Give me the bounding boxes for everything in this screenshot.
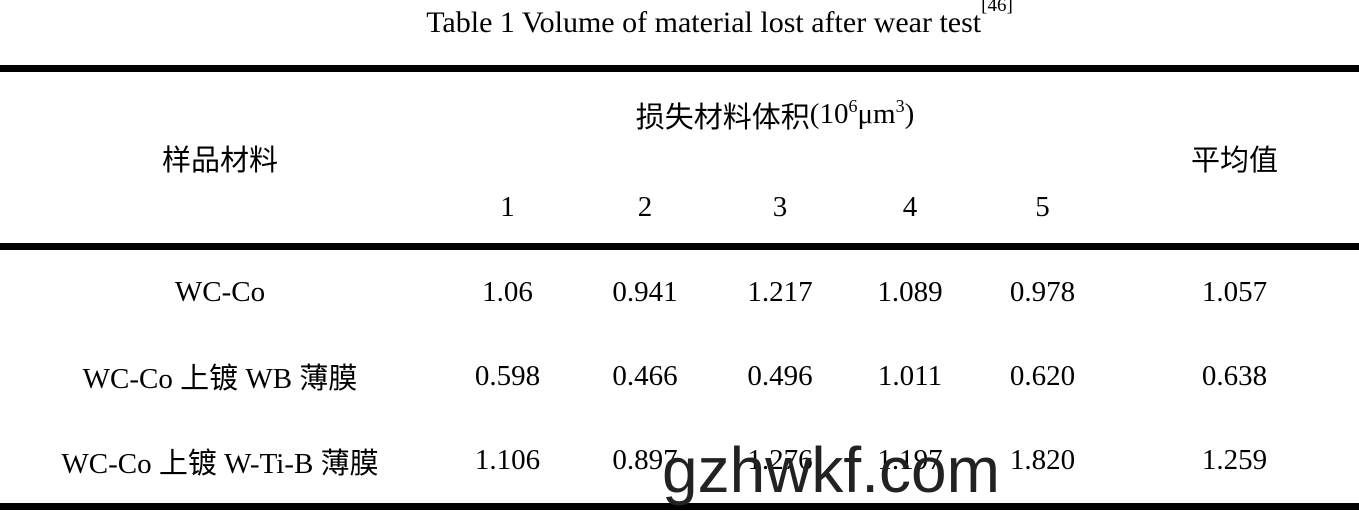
- table-caption: Table 1 Volume of material lost after we…: [40, 0, 1359, 40]
- table-value: 1.06: [482, 275, 533, 308]
- table-value: 0.941: [612, 275, 678, 308]
- row-sample-name: WC-Co 上镀 WB 薄膜: [82, 363, 358, 395]
- column-header-trial-2: 2: [637, 190, 653, 223]
- table-value: 0.598: [474, 359, 541, 392]
- table-value: 0.466: [612, 359, 678, 392]
- column-header-trial-4: 4: [902, 190, 918, 223]
- column-header-trial-5: 5: [1035, 190, 1050, 223]
- volume-label: 损失材料体积: [635, 101, 810, 134]
- table-value: 0.897: [612, 444, 678, 476]
- table-average-value: 0.638: [1201, 359, 1268, 392]
- table-caption-text: Table 1 Volume of material lost after we…: [426, 6, 982, 39]
- table-value: 1.276: [747, 444, 813, 476]
- table-value: 1.820: [1009, 444, 1076, 476]
- table-caption-reference: [46]: [981, 0, 1013, 16]
- table-value: 0.620: [1009, 359, 1076, 392]
- watermark: gzhwkf.com: [662, 434, 1000, 506]
- volume-unit-micrometer: μm: [857, 98, 896, 130]
- table-value: 1.089: [877, 275, 943, 308]
- table-average-value: 1.259: [1201, 444, 1268, 476]
- table-value: 0.496: [747, 359, 813, 392]
- table-average-value: 1.057: [1201, 275, 1268, 308]
- header-body-rule: [0, 243, 1359, 250]
- table-value: 1.011: [877, 359, 943, 392]
- table-value: 1.197: [877, 444, 943, 476]
- row-sample-name: WC-Co: [174, 275, 266, 308]
- column-header-trial-1: 1: [500, 190, 515, 223]
- column-header-average: 平均值: [1190, 144, 1278, 177]
- row-sample-name: WC-Co 上镀 W-Ti-B 薄膜: [61, 447, 379, 480]
- column-header-sample: 样品材料: [161, 144, 278, 177]
- volume-unit-close: ): [904, 98, 915, 130]
- wear-test-table: 样品材料 损失材料体积 (10 6 μm 3) 平均值 1 2 3 4 5 WC-C…: [0, 65, 1359, 510]
- table-value: 0.978: [1009, 275, 1076, 308]
- table-value: 1.106: [474, 444, 541, 476]
- table-value: 1.217: [747, 275, 813, 308]
- volume-unit-base: (10: [809, 98, 849, 130]
- column-header-volume-group: 损失材料体积 (10 6 μm 3): [635, 95, 915, 134]
- column-header-trial-3: 3: [772, 190, 788, 223]
